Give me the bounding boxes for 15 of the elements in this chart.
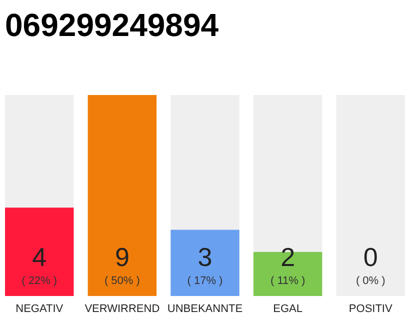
bar	[170, 230, 240, 296]
text: 4 ( 22% )	[22, 242, 58, 287]
bar	[5, 208, 74, 296]
chart-title: 069299249894	[5, 7, 219, 43]
x-tick-label: EGAL	[273, 303, 302, 315]
bar	[5, 95, 74, 208]
text: 9 ( 50% )	[104, 242, 140, 287]
x-tick-label: NEGATIV	[16, 303, 64, 315]
x-tick-label: UNBEKANNTE	[167, 303, 243, 315]
bar	[88, 95, 157, 296]
bar	[170, 95, 240, 230]
x-tick-label: POSITIV	[348, 303, 393, 315]
x-tick-label: VERWIRREND	[84, 303, 160, 315]
text: 3 ( 17% )	[187, 242, 223, 287]
text: 0 ( 0% )	[356, 242, 386, 287]
